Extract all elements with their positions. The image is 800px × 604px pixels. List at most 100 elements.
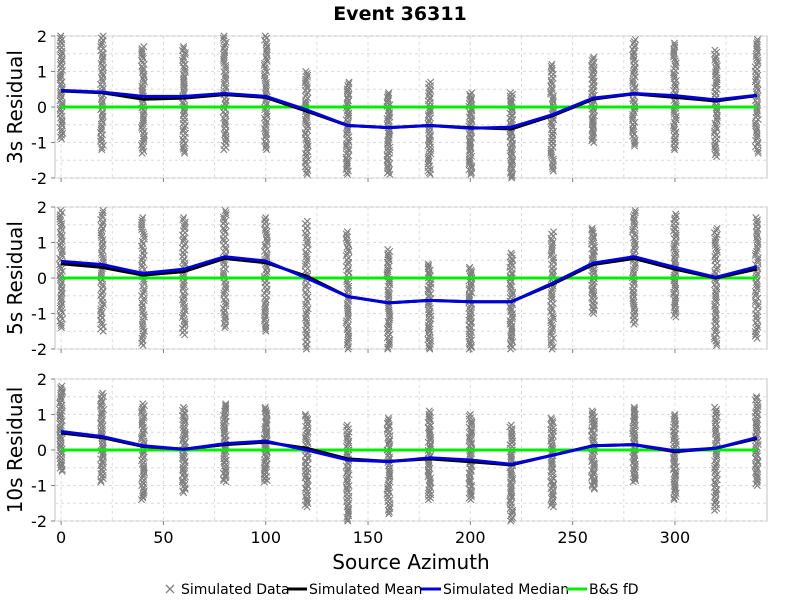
data-point	[222, 209, 230, 217]
data-point	[221, 401, 230, 409]
legend-item-1: Simulated Data	[165, 582, 290, 598]
data-point	[468, 89, 476, 97]
data-point	[672, 114, 680, 122]
data-point	[179, 403, 188, 411]
data-point	[344, 465, 352, 474]
data-point	[343, 325, 351, 334]
data-point	[343, 278, 351, 286]
data-point	[99, 256, 107, 264]
data-point	[181, 320, 189, 328]
data-point	[630, 49, 638, 57]
data-point	[631, 261, 639, 269]
data-point	[590, 53, 598, 61]
data-point	[547, 289, 555, 297]
y-tick-label: 0	[37, 98, 47, 117]
data-point	[751, 136, 760, 145]
data-point	[345, 439, 353, 447]
data-point	[507, 249, 515, 257]
data-point	[710, 129, 718, 137]
data-point	[220, 42, 228, 51]
data-point	[99, 389, 107, 397]
data-point	[754, 323, 762, 331]
data-point	[713, 60, 721, 68]
data-point	[221, 129, 229, 137]
data-point	[507, 304, 515, 312]
data-point	[670, 254, 678, 262]
data-point	[99, 206, 107, 215]
data-point	[549, 157, 558, 165]
data-point	[303, 477, 312, 485]
data-point	[466, 410, 474, 419]
data-point	[589, 55, 597, 63]
data-point	[468, 163, 476, 171]
data-point	[302, 290, 310, 299]
data-point	[713, 248, 721, 256]
data-point	[344, 241, 352, 249]
data-point	[549, 228, 558, 236]
data-point	[139, 240, 147, 248]
data-point	[631, 221, 639, 229]
data-point	[753, 61, 761, 69]
data-point	[180, 235, 188, 243]
data-point	[710, 143, 719, 151]
data-point	[713, 62, 721, 70]
data-point	[303, 319, 311, 327]
data-point	[672, 239, 680, 247]
data-point	[140, 313, 148, 321]
data-point	[631, 240, 640, 248]
data-point	[261, 403, 269, 411]
data-point	[712, 311, 721, 319]
data-point	[752, 75, 760, 84]
data-point	[180, 305, 189, 313]
data-point	[220, 237, 228, 245]
data-point	[139, 214, 147, 222]
legend-label: B&S fD	[589, 582, 639, 598]
data-point	[547, 90, 555, 98]
data-point	[344, 267, 352, 275]
data-point	[751, 462, 760, 470]
data-point	[343, 228, 351, 236]
data-point	[753, 38, 761, 46]
data-point	[342, 423, 350, 431]
data-point	[671, 130, 680, 138]
data-point	[631, 209, 639, 217]
data-point	[139, 112, 147, 120]
data-point	[343, 239, 352, 247]
data-point	[222, 282, 230, 291]
data-point	[97, 269, 105, 277]
simulated-median-line	[60, 430, 758, 466]
data-point	[180, 222, 188, 230]
data-point	[506, 89, 515, 97]
data-point	[751, 120, 759, 128]
data-point	[549, 481, 557, 490]
data-point	[468, 107, 476, 115]
data-point	[385, 416, 393, 424]
data-point	[631, 206, 639, 215]
data-point	[711, 464, 719, 472]
data-point	[140, 296, 148, 305]
data-point	[508, 251, 516, 259]
data-point	[752, 290, 760, 298]
data-point	[712, 233, 720, 241]
data-point	[179, 43, 188, 51]
panel-2: -2 -1 0 1 2 5s Residual	[3, 198, 768, 359]
data-point	[140, 230, 148, 238]
data-point	[548, 123, 557, 132]
data-point	[548, 306, 556, 314]
data-point	[548, 286, 556, 295]
data-point	[629, 69, 637, 77]
legend-item-3: Simulated Median	[421, 582, 569, 598]
x-tick-label: 150	[353, 528, 384, 547]
data-point	[97, 229, 105, 237]
data-point	[301, 98, 310, 106]
data-point	[262, 80, 270, 88]
data-point	[710, 335, 719, 343]
data-point	[180, 250, 188, 259]
data-point	[713, 113, 721, 121]
data-point	[98, 244, 106, 253]
data-point	[547, 338, 555, 347]
data-point	[220, 291, 228, 299]
data-point	[385, 338, 394, 346]
data-point	[343, 302, 352, 310]
data-point	[181, 66, 189, 74]
